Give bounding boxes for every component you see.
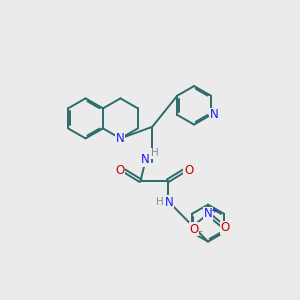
Text: ⁻: ⁻ <box>197 229 202 239</box>
Text: O: O <box>115 164 124 177</box>
Text: N: N <box>210 108 218 122</box>
Text: N: N <box>116 132 125 145</box>
Text: N: N <box>141 154 150 166</box>
Text: O: O <box>220 221 230 234</box>
Text: O: O <box>189 223 199 236</box>
Text: N: N <box>204 207 212 220</box>
Text: H: H <box>156 197 164 207</box>
Text: +: + <box>210 206 217 214</box>
Text: N: N <box>165 196 174 209</box>
Text: O: O <box>184 164 193 177</box>
Text: H: H <box>151 148 158 158</box>
